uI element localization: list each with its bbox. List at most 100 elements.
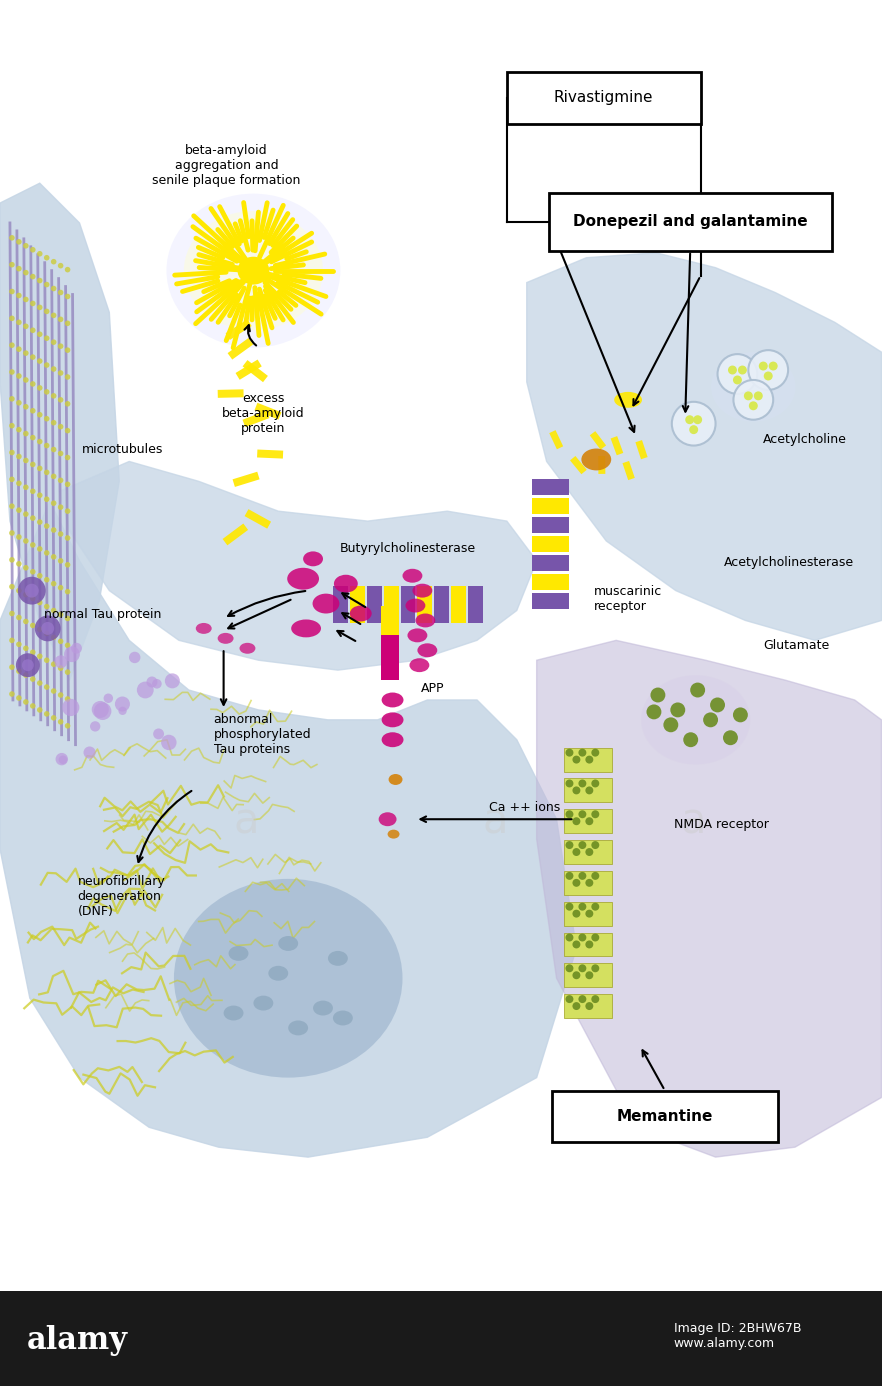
Ellipse shape bbox=[237, 257, 269, 285]
Circle shape bbox=[23, 592, 28, 598]
Ellipse shape bbox=[268, 966, 288, 981]
Circle shape bbox=[571, 909, 579, 917]
Ellipse shape bbox=[332, 1011, 353, 1026]
Circle shape bbox=[23, 243, 28, 249]
Text: Ca ++ ions: Ca ++ ions bbox=[488, 801, 560, 813]
Bar bbox=[380, 606, 398, 660]
Bar bbox=[563, 902, 611, 926]
Circle shape bbox=[591, 995, 599, 1004]
Circle shape bbox=[37, 466, 43, 471]
Circle shape bbox=[578, 749, 586, 756]
Text: Rivastigmine: Rivastigmine bbox=[554, 90, 653, 106]
Bar bbox=[254, 403, 281, 420]
Circle shape bbox=[23, 350, 28, 356]
Bar bbox=[531, 574, 569, 589]
Circle shape bbox=[16, 293, 21, 299]
Circle shape bbox=[58, 666, 63, 671]
Circle shape bbox=[682, 733, 697, 748]
Bar bbox=[468, 585, 483, 624]
Ellipse shape bbox=[229, 947, 248, 960]
Text: abnormal
phosphorylated
Tau proteins: abnormal phosphorylated Tau proteins bbox=[214, 713, 311, 756]
Bar bbox=[222, 524, 248, 545]
Ellipse shape bbox=[381, 713, 403, 727]
Ellipse shape bbox=[288, 1020, 307, 1036]
Ellipse shape bbox=[378, 812, 396, 826]
Circle shape bbox=[44, 496, 50, 502]
Circle shape bbox=[152, 678, 161, 688]
Text: Memantine: Memantine bbox=[616, 1109, 712, 1125]
Text: Acetylcholinesterase: Acetylcholinesterase bbox=[723, 556, 852, 570]
Circle shape bbox=[578, 810, 586, 819]
Circle shape bbox=[591, 872, 599, 880]
Circle shape bbox=[9, 610, 15, 616]
Circle shape bbox=[663, 717, 678, 733]
Circle shape bbox=[16, 669, 21, 674]
Circle shape bbox=[585, 787, 593, 794]
Circle shape bbox=[591, 780, 599, 787]
Ellipse shape bbox=[239, 642, 255, 653]
Circle shape bbox=[30, 488, 35, 493]
Circle shape bbox=[16, 614, 21, 620]
Circle shape bbox=[44, 335, 50, 341]
Circle shape bbox=[30, 247, 35, 253]
Circle shape bbox=[16, 562, 21, 567]
Ellipse shape bbox=[291, 620, 321, 638]
Circle shape bbox=[44, 657, 50, 663]
Circle shape bbox=[9, 584, 15, 589]
Circle shape bbox=[571, 878, 579, 887]
Circle shape bbox=[16, 373, 21, 378]
Circle shape bbox=[16, 534, 21, 539]
Circle shape bbox=[58, 317, 63, 322]
Circle shape bbox=[23, 431, 28, 436]
Polygon shape bbox=[59, 461, 536, 670]
Bar bbox=[622, 461, 634, 480]
Circle shape bbox=[16, 453, 21, 459]
Circle shape bbox=[591, 749, 599, 756]
Circle shape bbox=[578, 995, 586, 1004]
Circle shape bbox=[44, 309, 50, 314]
Bar bbox=[225, 320, 252, 341]
Text: normal Tau protein: normal Tau protein bbox=[43, 607, 161, 621]
Circle shape bbox=[30, 435, 35, 441]
Circle shape bbox=[54, 655, 67, 669]
Circle shape bbox=[591, 902, 599, 910]
Circle shape bbox=[65, 562, 70, 567]
Circle shape bbox=[9, 235, 15, 240]
Circle shape bbox=[44, 577, 50, 582]
Circle shape bbox=[23, 485, 28, 491]
Circle shape bbox=[9, 316, 15, 321]
Circle shape bbox=[9, 664, 15, 670]
Polygon shape bbox=[0, 502, 576, 1156]
Circle shape bbox=[585, 909, 593, 917]
Circle shape bbox=[58, 756, 67, 765]
Circle shape bbox=[591, 810, 599, 819]
Bar bbox=[417, 585, 431, 624]
Circle shape bbox=[65, 428, 70, 434]
Circle shape bbox=[58, 638, 63, 644]
Circle shape bbox=[578, 902, 586, 910]
Circle shape bbox=[146, 677, 158, 688]
Circle shape bbox=[51, 366, 57, 371]
Circle shape bbox=[732, 375, 741, 385]
Circle shape bbox=[585, 848, 593, 856]
Circle shape bbox=[51, 313, 57, 318]
Circle shape bbox=[23, 699, 28, 705]
Ellipse shape bbox=[217, 632, 233, 644]
Text: Donepezil and galantamine: Donepezil and galantamine bbox=[572, 214, 806, 229]
Circle shape bbox=[65, 670, 70, 676]
Circle shape bbox=[9, 450, 15, 456]
Circle shape bbox=[65, 642, 70, 648]
Bar bbox=[563, 778, 611, 802]
Circle shape bbox=[44, 684, 50, 689]
Circle shape bbox=[23, 673, 28, 678]
Ellipse shape bbox=[388, 774, 402, 785]
Circle shape bbox=[58, 343, 63, 349]
Circle shape bbox=[671, 402, 715, 446]
Ellipse shape bbox=[313, 1001, 332, 1016]
Circle shape bbox=[44, 603, 50, 609]
Polygon shape bbox=[536, 641, 881, 1156]
Text: a: a bbox=[680, 801, 705, 842]
Circle shape bbox=[65, 321, 70, 327]
Circle shape bbox=[37, 331, 43, 336]
Circle shape bbox=[65, 535, 70, 541]
